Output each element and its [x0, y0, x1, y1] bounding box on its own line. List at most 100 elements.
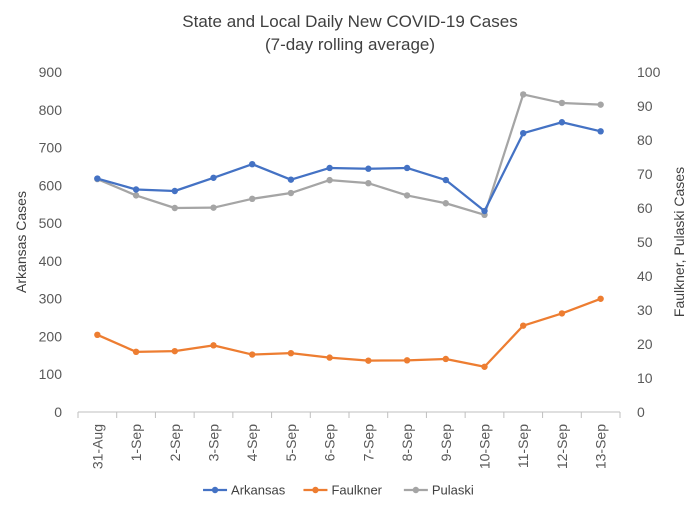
data-point-faulkner	[132, 348, 140, 356]
y-left-tick-label: 300	[39, 291, 63, 307]
data-point-arkansas	[597, 128, 604, 135]
data-point-pulaski	[403, 192, 411, 199]
data-point-faulkner	[558, 310, 566, 317]
data-point-pulaski	[132, 192, 140, 199]
x-tick-label: 2-Sep	[167, 424, 183, 462]
data-point-arkansas	[94, 175, 101, 182]
chart-subtitle: (7-day rolling average)	[265, 35, 435, 54]
data-point-arkansas	[520, 130, 527, 137]
x-tick-label: 9-Sep	[438, 424, 454, 462]
x-tick-label: 31-Aug	[89, 424, 105, 469]
y-left-tick-label: 800	[39, 102, 63, 118]
y-left-tick-label: 900	[39, 64, 63, 80]
data-point-arkansas	[558, 119, 566, 126]
x-tick-label: 7-Sep	[360, 424, 376, 462]
y-left-ticks: 0 100 200 300 400 500 600 700 800 900	[39, 64, 63, 420]
y-right-tick-label: 40	[637, 268, 653, 284]
y-right-tick-label: 30	[637, 302, 653, 318]
data-point-faulkner	[365, 357, 372, 364]
data-point-arkansas	[442, 176, 449, 184]
x-tick-label: 12-Sep	[554, 424, 570, 469]
series-line-faulkner	[96, 297, 602, 368]
data-point-arkansas	[171, 187, 178, 195]
data-point-faulkner	[210, 342, 217, 349]
legend-label: Pulaski	[432, 483, 474, 498]
legend-item-arkansas: Arkansas	[203, 483, 286, 498]
legend-item-faulkner: Faulkner	[303, 483, 383, 498]
y-left-tick-label: 100	[39, 366, 63, 382]
legend-label: Arkansas	[231, 483, 286, 498]
y-left-tick-label: 400	[39, 253, 63, 269]
y-left-tick-label: 600	[39, 177, 63, 193]
y-right-tick-label: 100	[637, 64, 661, 80]
legend-swatch-marker	[312, 486, 319, 494]
data-point-arkansas	[287, 176, 295, 183]
data-point-arkansas	[132, 186, 140, 193]
x-tick-label: 8-Sep	[399, 424, 415, 462]
data-point-arkansas	[210, 174, 217, 181]
x-tick-label: 6-Sep	[322, 424, 338, 462]
y-right-tick-label: 10	[637, 370, 653, 386]
y-right-tick-label: 60	[637, 200, 653, 216]
data-point-faulkner	[171, 347, 178, 355]
x-tick-marks	[77, 412, 621, 418]
data-point-pulaski	[326, 176, 333, 184]
x-tick-label: 13-Sep	[593, 424, 609, 469]
series-line-pulaski	[96, 93, 601, 216]
data-point-arkansas	[249, 160, 256, 168]
y-right-tick-label: 0	[637, 404, 645, 420]
data-point-pulaski	[365, 179, 372, 187]
data-point-pulaski	[558, 99, 566, 107]
y-right-tick-label: 80	[637, 132, 653, 148]
chart-title: State and Local Daily New COVID-19 Cases	[182, 12, 517, 31]
y-left-tick-label: 200	[39, 328, 63, 344]
data-point-faulkner	[442, 355, 449, 363]
legend: Arkansas Faulkner Pulaski	[203, 483, 474, 498]
data-point-faulkner	[520, 322, 527, 329]
y-left-tick-label: 500	[39, 215, 63, 231]
data-point-pulaski	[287, 189, 295, 197]
series-pulaski	[94, 91, 604, 218]
data-point-arkansas	[365, 165, 372, 172]
legend-swatch-marker	[412, 486, 420, 494]
x-tick-label: 5-Sep	[283, 424, 299, 462]
data-point-pulaski	[210, 204, 217, 211]
data-point-arkansas	[326, 164, 333, 172]
legend-label: Faulkner	[331, 483, 382, 498]
data-point-faulkner	[597, 295, 604, 302]
legend-item-pulaski: Pulaski	[403, 483, 474, 498]
data-point-faulkner	[94, 331, 101, 339]
series-faulkner	[94, 295, 604, 370]
y-left-tick-label: 0	[54, 404, 62, 420]
y-right-axis-title: Faulkner, Pulaski Cases	[671, 167, 687, 317]
data-point-pulaski	[520, 91, 527, 98]
y-left-axis-title: Arkansas Cases	[13, 191, 29, 293]
data-point-pulaski	[597, 101, 604, 108]
data-point-pulaski	[442, 200, 449, 207]
series-layer	[94, 91, 604, 370]
y-right-tick-label: 70	[637, 166, 653, 182]
data-point-arkansas	[481, 207, 488, 215]
data-point-pulaski	[171, 204, 178, 212]
x-tick-label: 10-Sep	[477, 424, 493, 469]
legend-swatch-marker	[211, 486, 219, 494]
data-point-faulkner	[249, 351, 256, 358]
series-arkansas	[94, 119, 604, 215]
y-right-tick-label: 90	[637, 98, 653, 114]
series-line-arkansas	[97, 121, 601, 213]
data-point-faulkner	[287, 349, 295, 357]
x-tick-label: 11-Sep	[515, 424, 531, 468]
x-tick-label: 1-Sep	[128, 424, 144, 462]
data-point-faulkner	[326, 354, 333, 361]
y-right-ticks: 0 10 20 30 40 50 60 70 80 90 100	[637, 64, 661, 420]
y-left-tick-label: 700	[39, 140, 63, 156]
data-point-arkansas	[403, 164, 411, 172]
x-tick-label: 3-Sep	[206, 424, 222, 462]
data-point-faulkner	[481, 363, 488, 370]
data-point-pulaski	[249, 195, 256, 203]
y-right-tick-label: 20	[637, 336, 653, 352]
data-point-faulkner	[403, 357, 411, 364]
x-tick-label: 4-Sep	[244, 424, 260, 462]
